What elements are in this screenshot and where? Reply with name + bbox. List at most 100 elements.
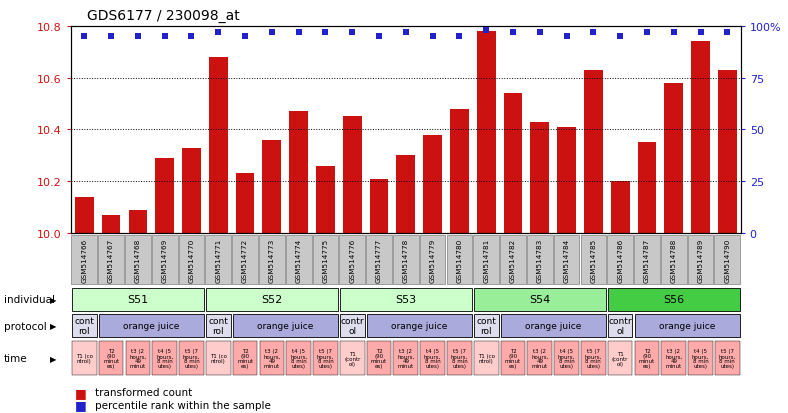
Text: GSM514768: GSM514768: [135, 238, 141, 282]
Text: individual: individual: [4, 294, 55, 304]
Bar: [393, 236, 418, 285]
Bar: [98, 314, 204, 337]
Bar: [634, 342, 660, 375]
Bar: [504, 94, 522, 233]
Bar: [128, 210, 147, 233]
Bar: [477, 32, 496, 233]
Bar: [72, 342, 97, 375]
Text: GSM514779: GSM514779: [429, 238, 436, 282]
Text: t3 (2
hours,
49
minut: t3 (2 hours, 49 minut: [531, 349, 548, 368]
Bar: [206, 314, 231, 337]
Bar: [232, 236, 258, 285]
Bar: [72, 236, 97, 285]
Text: transformed count: transformed count: [95, 387, 191, 397]
Text: T2
(90
minut
es): T2 (90 minut es): [639, 349, 655, 368]
Bar: [286, 236, 311, 285]
Text: cont
rol: cont rol: [476, 316, 496, 335]
Bar: [259, 236, 284, 285]
Text: t3 (2
hours,
49
minut: t3 (2 hours, 49 minut: [263, 349, 281, 368]
Text: GSM514778: GSM514778: [403, 238, 409, 282]
Bar: [366, 314, 472, 337]
Text: t3 (2
hours,
49
minut: t3 (2 hours, 49 minut: [129, 349, 147, 368]
Bar: [581, 236, 606, 285]
Text: T1 (co
ntrol): T1 (co ntrol): [76, 354, 93, 363]
Bar: [152, 236, 177, 285]
Text: GSM514769: GSM514769: [162, 238, 168, 282]
Bar: [715, 342, 740, 375]
Text: GSM514780: GSM514780: [456, 238, 463, 282]
Bar: [206, 342, 231, 375]
Text: t5 (7
hours,
8 min
utes): t5 (7 hours, 8 min utes): [585, 349, 602, 368]
Bar: [340, 288, 472, 311]
Text: GSM514773: GSM514773: [269, 238, 275, 282]
Bar: [530, 122, 549, 233]
Text: t4 (5
hours,
8 min
utes): t4 (5 hours, 8 min utes): [156, 349, 173, 368]
Bar: [500, 236, 526, 285]
Bar: [474, 236, 499, 285]
Bar: [447, 236, 472, 285]
Text: cont
rol: cont rol: [74, 316, 95, 335]
Bar: [500, 342, 526, 375]
Bar: [447, 342, 472, 375]
Bar: [75, 197, 94, 233]
Text: GSM514783: GSM514783: [537, 238, 543, 282]
Bar: [637, 143, 656, 233]
Text: ▶: ▶: [50, 321, 57, 330]
Bar: [209, 58, 228, 233]
Bar: [206, 236, 231, 285]
Bar: [608, 236, 633, 285]
Text: orange juice: orange juice: [391, 321, 448, 330]
Bar: [664, 83, 683, 233]
Bar: [688, 236, 713, 285]
Bar: [554, 342, 579, 375]
Text: GSM514789: GSM514789: [697, 238, 704, 282]
Bar: [125, 342, 151, 375]
Text: GSM514771: GSM514771: [215, 238, 221, 282]
Bar: [262, 140, 281, 233]
Bar: [527, 342, 552, 375]
Bar: [608, 342, 633, 375]
Text: GSM514770: GSM514770: [188, 238, 195, 282]
Text: GSM514776: GSM514776: [349, 238, 355, 282]
Bar: [343, 117, 362, 233]
Text: t4 (5
hours,
8 min
utes): t4 (5 hours, 8 min utes): [424, 349, 441, 368]
Text: GSM514774: GSM514774: [296, 238, 302, 282]
Text: T1
(contr
ol): T1 (contr ol): [344, 351, 360, 366]
Bar: [661, 342, 686, 375]
Bar: [634, 236, 660, 285]
Text: GSM514785: GSM514785: [590, 238, 597, 282]
Bar: [182, 148, 201, 233]
Text: GSM514788: GSM514788: [671, 238, 677, 282]
Text: t3 (2
hours,
49
minut: t3 (2 hours, 49 minut: [397, 349, 414, 368]
Bar: [608, 288, 740, 311]
Text: ▶: ▶: [50, 354, 57, 363]
Bar: [313, 236, 338, 285]
Bar: [340, 342, 365, 375]
Bar: [179, 236, 204, 285]
Text: T2
(90
minut
es): T2 (90 minut es): [371, 349, 387, 368]
Bar: [340, 314, 365, 337]
Text: GSM514781: GSM514781: [483, 238, 489, 282]
Text: GSM514772: GSM514772: [242, 238, 248, 282]
Bar: [718, 71, 737, 233]
Text: orange juice: orange juice: [123, 321, 180, 330]
Bar: [634, 314, 740, 337]
Text: ▶: ▶: [50, 295, 57, 304]
Text: t4 (5
hours,
8 min
utes): t4 (5 hours, 8 min utes): [692, 349, 709, 368]
Text: GSM514790: GSM514790: [724, 238, 730, 282]
Bar: [715, 236, 740, 285]
Bar: [125, 236, 151, 285]
Text: t4 (5
hours,
8 min
utes): t4 (5 hours, 8 min utes): [290, 349, 307, 368]
Text: T1
(contr
ol): T1 (contr ol): [612, 351, 628, 366]
Bar: [474, 342, 499, 375]
Bar: [98, 342, 124, 375]
Bar: [450, 109, 469, 233]
Text: T2
(90
minut
es): T2 (90 minut es): [103, 349, 119, 368]
Bar: [98, 236, 124, 285]
Text: ■: ■: [75, 398, 87, 411]
Text: GSM514767: GSM514767: [108, 238, 114, 282]
Text: t5 (7
hours,
8 min
utes): t5 (7 hours, 8 min utes): [451, 349, 468, 368]
Text: GSM514786: GSM514786: [617, 238, 623, 282]
Text: orange juice: orange juice: [257, 321, 314, 330]
Bar: [554, 236, 579, 285]
